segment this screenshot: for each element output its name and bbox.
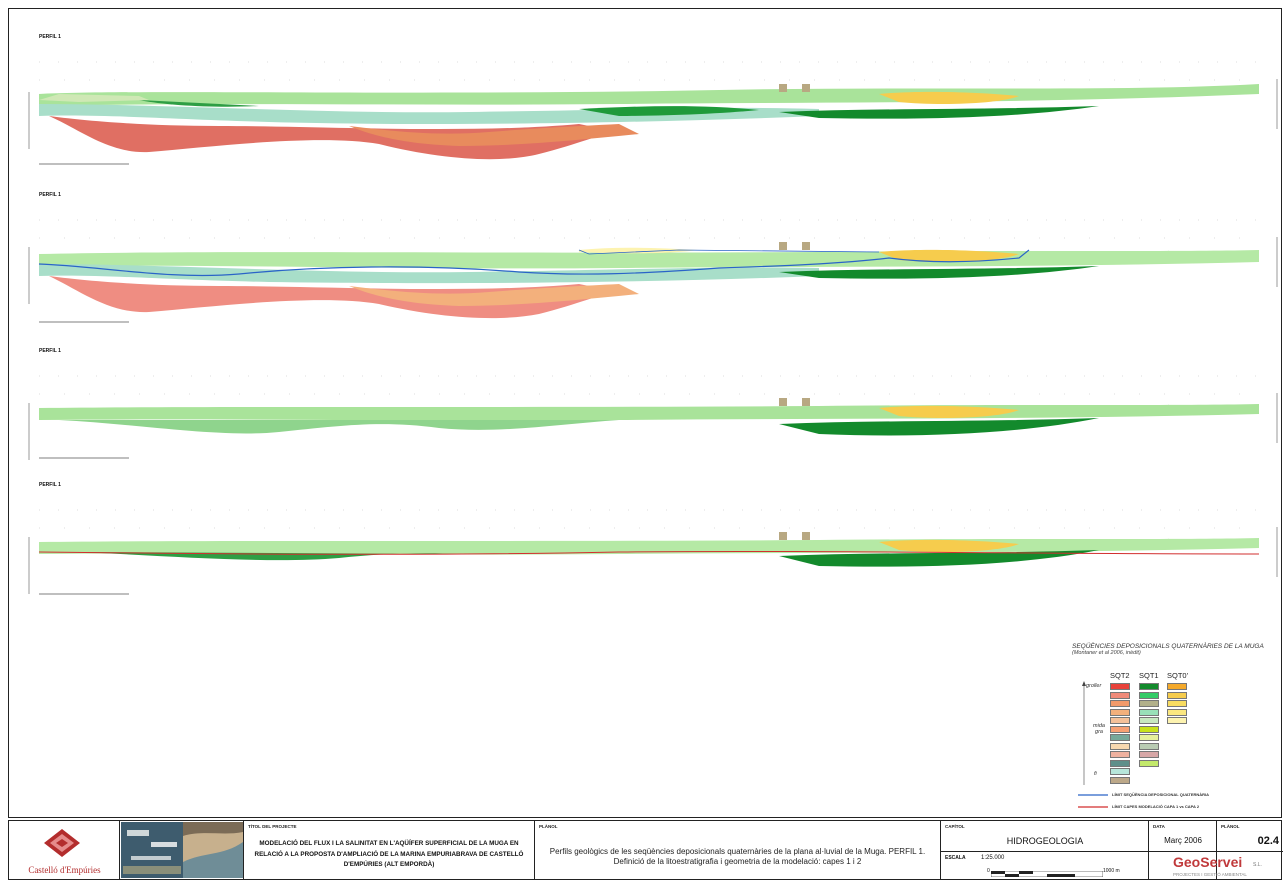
legend-swatch <box>1110 734 1130 741</box>
company-subtitle: PROJECTES I GESTIÓ AMBIENTAL <box>1173 872 1247 877</box>
legend-swatch <box>1110 768 1130 775</box>
profile-label: PERFIL 1 <box>39 34 61 40</box>
scale-start: 0 <box>987 868 990 874</box>
legend-line-label: LÍMIT SEQÜÈNCIA DEPOSICIONAL QUATERNÀRIA <box>1112 792 1210 797</box>
project-heading: TÍTOL DEL PROJECTE <box>248 824 297 829</box>
plano-cell: PLÀNOL Perfils geològics de les seqüènci… <box>535 821 941 879</box>
legend-swatch <box>1139 742 1159 750</box>
legend-swatch <box>1110 683 1130 690</box>
legend-swatch <box>1139 683 1159 690</box>
legend-swatch <box>1139 759 1159 767</box>
profile-section <box>28 61 1278 165</box>
project-cell: TÍTOL DEL PROJECTE MODELACIÓ DEL FLUX I … <box>244 821 535 879</box>
legend-swatch <box>1167 700 1187 707</box>
drawing-sheet: PERFIL 1 PERFIL 1 <box>8 8 1282 818</box>
scale-heading: ESCALA <box>945 855 966 861</box>
chapter-name: HIDROGEOLOGIA <box>1006 836 1084 846</box>
legend-swatch <box>1139 700 1159 707</box>
project-title: MODELACIÓ DEL FLUX I LA SALINITAT EN L'A… <box>254 840 524 868</box>
legend-grain-arrow <box>1082 681 1086 785</box>
legend-line-label: LÍMIT CAPES MODELACIÓ CAPA 1 vs CAPA 2 <box>1112 804 1200 809</box>
legend-swatch <box>1110 759 1130 767</box>
legend-swatch <box>1110 717 1130 724</box>
legend-grain-top: groller <box>1086 683 1102 689</box>
legend-swatch <box>1110 776 1130 784</box>
chapter-cell: CAPÍTOL HIDROGEOLOGIA ESCALA 1:25.000 0 … <box>941 821 1149 879</box>
scale-value: 1:25.000 <box>981 855 1005 861</box>
aerial-photo-marina <box>121 822 183 878</box>
legend-swatch <box>1110 751 1130 758</box>
scale-end: 1000 m <box>1103 868 1120 874</box>
legend-swatch <box>1110 708 1130 716</box>
legend-subtitle: (Montaner et al 2006, inèdit) <box>1072 650 1141 656</box>
legend-swatch <box>1167 691 1187 699</box>
legend-column-sqt2: SQT2 <box>1110 671 1130 680</box>
profile-3: PERFIL 1 <box>19 348 1281 498</box>
date-value: Març 2006 <box>1164 836 1202 845</box>
legend-line-blue <box>1078 794 1108 796</box>
profile-section <box>28 509 1278 595</box>
scale-bar <box>991 871 1103 877</box>
legend-swatch <box>1110 725 1130 733</box>
logo-text: Castelló d'Empúries <box>28 865 101 875</box>
legend-grain-mid: mida gra <box>1093 723 1105 735</box>
legend-swatch <box>1139 734 1159 741</box>
sheet-cell: PLÀNOL 02.4 <box>1217 821 1281 879</box>
profile-4: PERFIL 1 <box>19 482 1281 632</box>
chapter-heading: CAPÍTOL <box>945 824 965 829</box>
company-logo-box: GeoServei S.L. PROJECTES I GESTIÓ AMBIEN… <box>1149 851 1283 880</box>
legend-swatch <box>1139 708 1159 716</box>
profile-1: PERFIL 1 <box>19 34 1281 184</box>
company-logo: GeoServei <box>1173 854 1243 870</box>
company-suffix: S.L. <box>1253 862 1262 868</box>
plano-title: Perfils geològics de les seqüències depo… <box>549 847 926 866</box>
legend-swatch <box>1167 683 1187 690</box>
profile-section <box>28 219 1278 323</box>
sheet-heading: PLÀNOL <box>1221 824 1240 829</box>
date-cell: DATA Març 2006 <box>1149 821 1217 879</box>
sheet-number: 02.4 <box>1257 835 1279 847</box>
legend-line-red <box>1078 806 1108 808</box>
plano-heading: PLÀNOL <box>539 824 558 829</box>
legend-swatch <box>1110 691 1130 699</box>
photos-cell <box>120 821 244 879</box>
legend-swatch <box>1167 708 1187 716</box>
profile-label: PERFIL 1 <box>39 192 61 198</box>
aerial-photo-beach <box>183 822 243 878</box>
legend-swatch <box>1110 742 1130 750</box>
legend-swatch <box>1139 691 1159 699</box>
date-heading: DATA <box>1153 824 1165 829</box>
logo-cell: Castelló d'Empúries <box>9 821 120 879</box>
profile-2: PERFIL 1 <box>19 192 1281 342</box>
legend-swatch <box>1139 717 1159 724</box>
legend-swatch <box>1110 700 1130 707</box>
profile-section <box>28 375 1278 460</box>
legend: SEQÜÈNCIES DEPOSICIONALS QUATERNÀRIES DE… <box>1072 643 1272 823</box>
municipality-logo-icon <box>44 829 80 857</box>
legend-swatch <box>1139 751 1159 758</box>
legend-grain-bottom: fi <box>1094 771 1097 777</box>
profile-label: PERFIL 1 <box>39 348 61 354</box>
legend-swatch <box>1139 725 1159 733</box>
title-block: Castelló d'Empúries TÍTOL DEL PROJECTE M… <box>8 820 1283 880</box>
legend-column-sqt1: SQT1 <box>1139 671 1159 680</box>
legend-title: SEQÜÈNCIES DEPOSICIONALS QUATERNÀRIES DE… <box>1072 643 1264 650</box>
legend-swatch <box>1167 717 1187 724</box>
profile-label: PERFIL 1 <box>39 482 61 488</box>
legend-column-sqt0: SQT0' <box>1167 671 1189 680</box>
